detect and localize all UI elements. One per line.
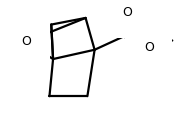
Text: O: O xyxy=(122,6,132,19)
Text: O: O xyxy=(21,35,31,48)
Text: O: O xyxy=(144,41,154,54)
